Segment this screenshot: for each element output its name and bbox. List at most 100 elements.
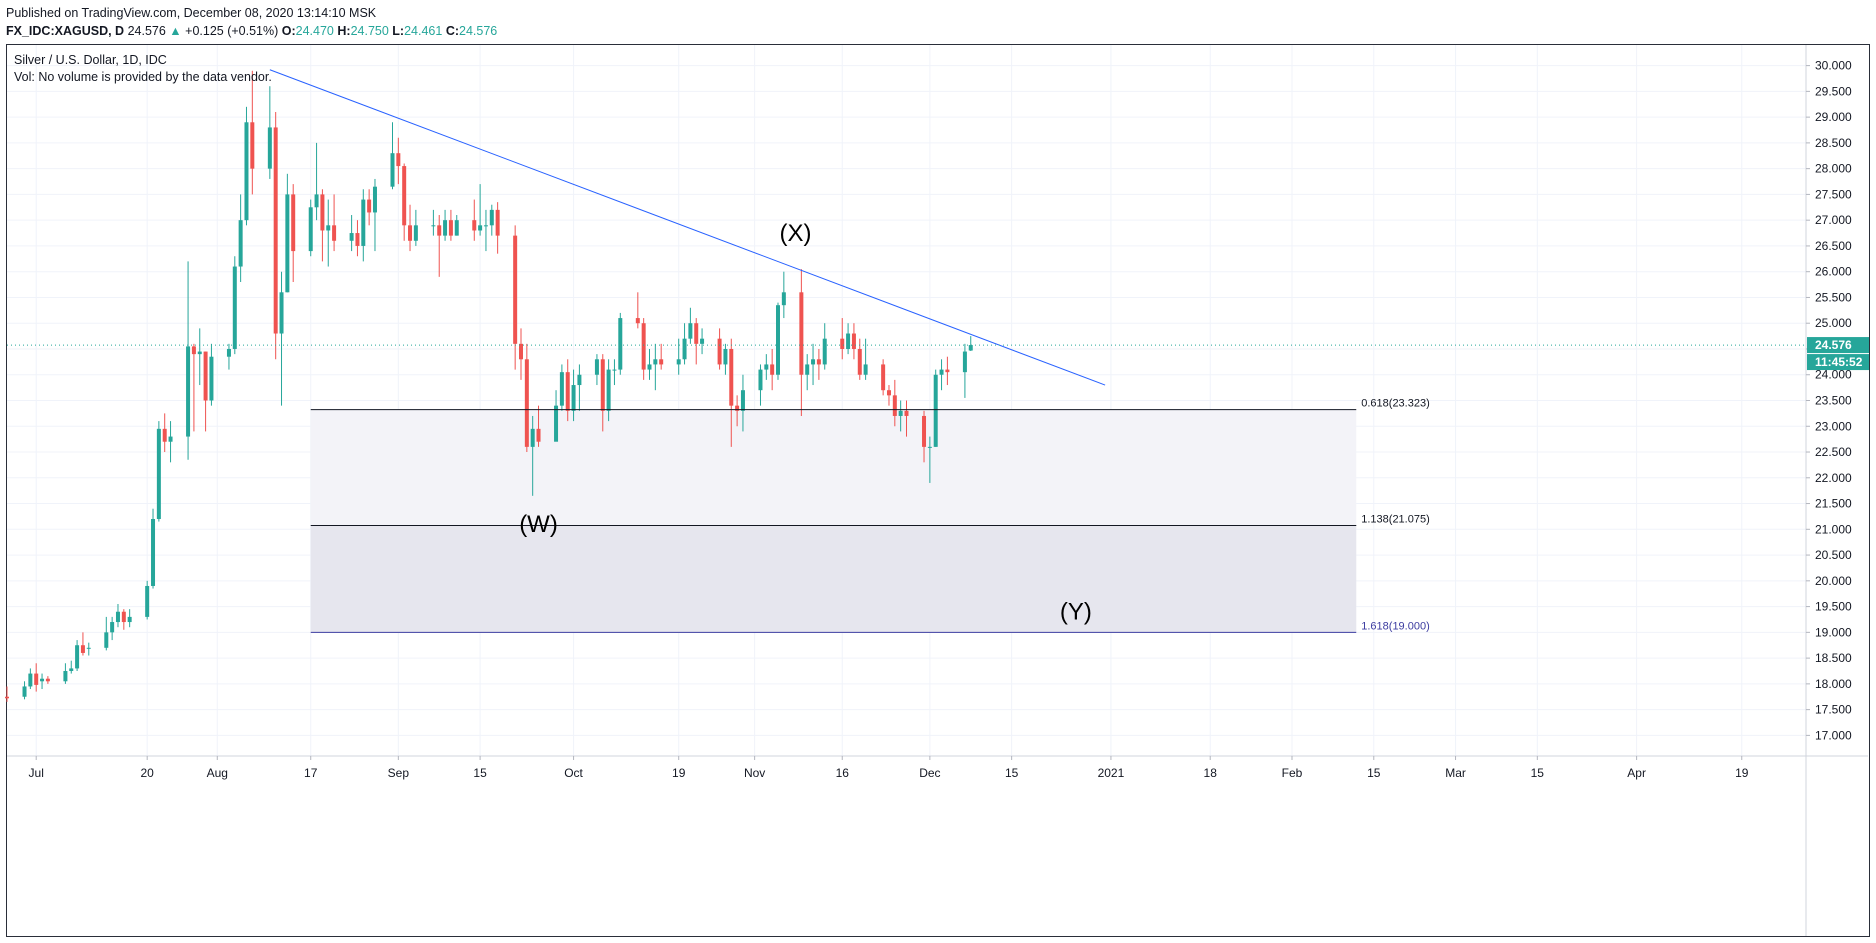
candle-down: [448, 220, 453, 236]
y-tick-label: 23.500: [1815, 394, 1852, 408]
candle-down: [162, 428, 167, 442]
y-tick-label: 26.000: [1815, 265, 1852, 279]
candle-down: [203, 351, 208, 401]
fib-level-label: 1.618(19.000): [1361, 620, 1430, 632]
wave-label: (Y): [1060, 598, 1092, 625]
candle-up: [115, 611, 120, 623]
symbol-ohlc-row: FX_IDC:XAGUSD, D 24.576 ▲ +0.125 (+0.51%…: [6, 22, 497, 40]
y-tick-label: 24.000: [1815, 368, 1852, 382]
candle-up: [267, 127, 272, 169]
candle-up: [186, 346, 191, 437]
x-tick-label: Nov: [744, 766, 765, 780]
candle-up: [372, 186, 377, 213]
candle-up: [781, 292, 786, 306]
y-tick-label: 21.500: [1815, 497, 1852, 511]
candle-up: [676, 359, 681, 365]
candle-down: [922, 415, 927, 447]
candle-down: [641, 323, 646, 370]
y-tick-label: 17.000: [1815, 728, 1852, 742]
candle-up: [63, 670, 68, 682]
candle-up: [314, 194, 319, 208]
symbol-name[interactable]: FX_IDC:XAGUSD, D: [6, 24, 125, 38]
candle-down: [513, 235, 518, 344]
candle-up: [776, 305, 780, 375]
candle-up: [197, 351, 202, 355]
candle-down: [437, 225, 442, 236]
candle-down: [565, 372, 570, 411]
x-tick-label: 19: [1735, 766, 1749, 780]
y-tick-label: 29.000: [1815, 110, 1852, 124]
y-tick-label: 27.000: [1815, 213, 1852, 227]
candle-up: [156, 428, 161, 519]
candle-down: [250, 122, 255, 169]
candle-up: [489, 209, 494, 226]
y-tick-label: 19.500: [1815, 600, 1852, 614]
fib-level-label: 1.138(21.075): [1361, 513, 1430, 525]
candle-up: [431, 225, 436, 227]
candle-up: [244, 122, 249, 221]
candle-down: [881, 364, 886, 391]
candle-up: [22, 686, 27, 697]
y-tick-label: 22.500: [1815, 445, 1852, 459]
y-tick-label: 30.000: [1815, 59, 1852, 73]
candle-down: [770, 364, 775, 375]
x-tick-label: 19: [672, 766, 686, 780]
x-tick-label: Sep: [388, 766, 410, 780]
candle-down: [659, 359, 664, 365]
candle-down: [904, 410, 909, 416]
y-tick-label: 23.000: [1815, 419, 1852, 433]
candle-up: [700, 338, 705, 344]
countdown-badge: [1807, 354, 1869, 371]
y-tick-label: 27.500: [1815, 187, 1852, 201]
candle-up: [168, 436, 173, 442]
chart-legend: Silver / U.S. Dollar, 1D, IDC Vol: No vo…: [14, 52, 272, 86]
candle-up: [606, 369, 611, 411]
up-arrow-icon: ▲: [169, 24, 182, 38]
open-label: O:: [281, 24, 296, 38]
candle-down: [851, 333, 856, 349]
candle-up: [110, 622, 115, 633]
candle-down: [717, 338, 722, 365]
drawings: 0.618(23.323) 1.138(21.075) 1.618(19.000) (…: [7, 69, 1806, 633]
x-tick-label: 17: [304, 766, 318, 780]
candle-up: [151, 519, 156, 586]
y-tick-label: 19.000: [1815, 625, 1852, 639]
candle-down: [367, 199, 372, 213]
countdown-badge-text: 11:45:52: [1815, 355, 1863, 369]
high-label: H:: [337, 24, 351, 38]
candle-down: [5, 696, 9, 699]
candle-up: [863, 364, 868, 375]
candle-up: [554, 405, 559, 442]
x-tick-label: 15: [1005, 766, 1019, 780]
high-value: 24.750: [350, 24, 389, 38]
fib-level-label: 0.618(23.323): [1361, 398, 1430, 410]
y-tick-label: 28.500: [1815, 136, 1852, 150]
y-tick-label: 20.500: [1815, 548, 1852, 562]
candle-up: [822, 338, 827, 365]
candle-up: [811, 359, 816, 365]
chart-header: Published on TradingView.com, December 0…: [6, 4, 497, 40]
candle-down: [536, 428, 541, 442]
chart-frame[interactable]: [6, 44, 1870, 937]
candle-up: [86, 647, 91, 649]
last-price: 24.576: [127, 24, 166, 38]
candle-up: [443, 220, 448, 236]
y-tick-label: 17.500: [1815, 703, 1852, 717]
candle-up: [933, 374, 938, 447]
candle-up: [618, 318, 623, 370]
candle-down: [840, 338, 845, 349]
candle-up: [349, 233, 354, 241]
candle-down: [799, 292, 804, 375]
x-tick-label: 20: [141, 766, 155, 780]
grid-lines: [7, 45, 1806, 756]
candle-up: [326, 225, 331, 231]
candle-up: [413, 225, 418, 241]
candle-up: [238, 220, 243, 267]
candle-down: [857, 348, 862, 375]
wave-label: (X): [780, 220, 812, 247]
series-title: Silver / U.S. Dollar, 1D, IDC: [14, 53, 167, 67]
candle-up: [104, 632, 109, 648]
candle-down: [291, 194, 296, 252]
candle-up: [682, 338, 687, 360]
